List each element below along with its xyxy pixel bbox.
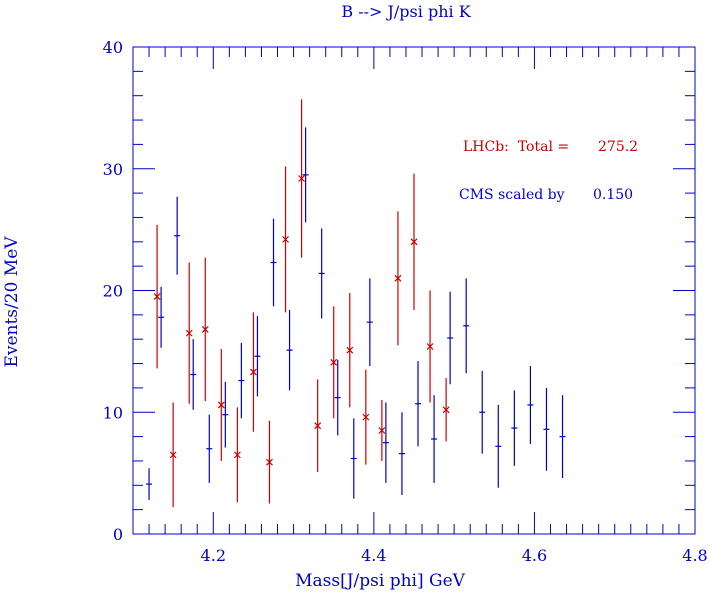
lhcb-data-point [217,401,225,409]
x-tick-label: 4.4 [361,546,386,565]
axis-tick-labels: 4.2 4.4 4.6 4.8 0 10 20 30 40 [103,38,708,565]
lhcb-total-label: LHCb: Total = [463,139,569,155]
y-tick-label: 40 [103,38,123,57]
lhcb-data-point [153,293,161,301]
lhcb-data-point [410,238,418,246]
y-tick-label: 30 [103,160,123,179]
y-tick-label: 10 [103,403,123,422]
axis-ticks [132,46,696,535]
lhcb-data-point [169,451,177,459]
lhcb-data-point [250,368,257,376]
x-tick-label: 4.6 [522,546,547,565]
lhcb-series [153,99,450,508]
chart-title: B --> J/psi phi K [341,2,471,21]
lhcb-data-point [185,329,193,337]
lhcb-data-point [394,274,402,282]
lhcb-data-point [330,358,338,366]
x-tick-label: 4.2 [201,546,226,565]
lhcb-data-point [314,422,322,430]
lhcb-data-point [378,427,386,434]
y-tick-label: 20 [103,282,123,301]
lhcb-data-point [426,343,434,350]
cms-scale-label: CMS scaled by [459,187,565,203]
y-axis-label: Events/20 MeV [2,236,22,368]
lhcb-data-point [282,235,289,243]
cms-scale-value: 0.150 [593,187,633,203]
lhcb-data-point [362,413,370,421]
x-axis-label: Mass[J/psi phi] GeV [295,571,466,591]
cms-series [146,127,566,500]
lhcb-data-point [201,326,209,333]
y-tick-label: 0 [113,525,123,544]
x-tick-label: 4.8 [682,546,707,565]
lhcb-total-value: 275.2 [598,139,638,155]
lhcb-data-point [233,451,241,459]
lhcb-data-point [442,406,450,414]
lhcb-data-point [298,175,306,182]
lhcb-data-point [266,458,273,466]
lhcb-data-point [346,346,354,354]
